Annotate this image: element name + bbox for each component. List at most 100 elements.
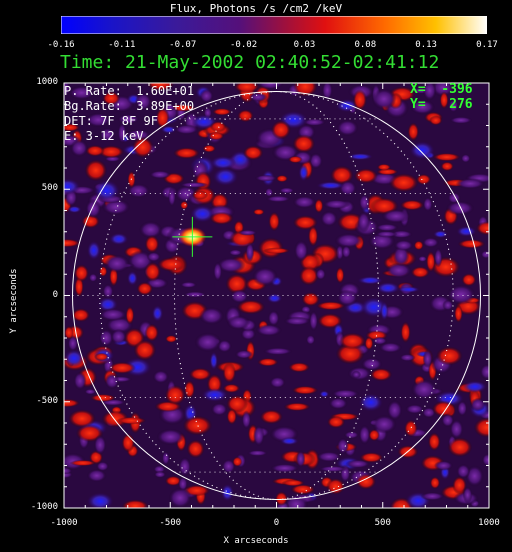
flux-blob: [434, 460, 454, 471]
flux-blob: [267, 310, 280, 327]
flux-blob: [237, 229, 258, 236]
flux-blob: [263, 247, 291, 254]
flux-blob: [256, 83, 284, 90]
flux-blob: [87, 240, 101, 260]
flux-blob: [371, 414, 397, 434]
solar-limb: [72, 91, 481, 500]
axis-ticks: [63, 82, 490, 509]
flux-blob: [369, 368, 393, 382]
flux-blob: [283, 316, 311, 326]
flux-blob: [404, 419, 418, 438]
flux-blob: [99, 127, 116, 142]
flux-blob: [470, 397, 486, 412]
flux-blob: [278, 187, 295, 194]
y-tick-label: 0: [52, 289, 58, 300]
flux-blob: [305, 334, 316, 345]
flux-blob: [299, 266, 319, 286]
y-tick-label: -1000: [30, 502, 58, 512]
flux-blob: [292, 195, 317, 209]
flux-blob: [70, 139, 89, 158]
flux-blob: [199, 88, 214, 103]
flux-blob: [291, 385, 319, 395]
flux-blob: [308, 225, 319, 247]
flux-blob: [255, 324, 283, 337]
flux-blob: [151, 305, 164, 322]
flux-blob: [388, 173, 419, 193]
flux-blob: [86, 492, 114, 508]
flux-blob: [336, 289, 359, 307]
flux-blob: [125, 306, 135, 325]
flux-blob: [64, 123, 80, 132]
flux-blob: [347, 153, 373, 161]
flux-blob: [212, 167, 239, 186]
flux-blob: [102, 283, 114, 299]
flux-blob: [320, 210, 338, 227]
flux-blob: [133, 339, 157, 361]
flux-blob: [85, 145, 105, 157]
flux-blob: [179, 281, 198, 288]
flux-blob: [448, 98, 459, 113]
flux-blob: [232, 456, 243, 467]
flux-blob: [144, 323, 159, 342]
flux-blob: [375, 230, 398, 238]
flux-blob: [283, 402, 311, 412]
flux-blob: [336, 437, 350, 455]
flux-blob: [353, 168, 378, 184]
flux-blob: [94, 352, 109, 361]
flux-blob: [352, 89, 367, 111]
flux-blob: [74, 264, 89, 282]
flux-blob: [157, 257, 187, 272]
flux-blob: [117, 114, 140, 125]
flux-blob: [456, 226, 477, 237]
flux-blob: [180, 200, 189, 210]
flux-blob: [442, 299, 454, 311]
flux-blob: [290, 484, 316, 495]
flux-blob: [110, 328, 127, 345]
flux-blob: [135, 92, 152, 111]
colorbar-tick-label: 0.08: [354, 40, 377, 50]
flux-blob: [152, 370, 169, 384]
flux-blob: [102, 91, 121, 106]
flux-blob: [475, 221, 489, 236]
flux-blob: [454, 304, 463, 323]
flux-blob: [165, 335, 178, 343]
flux-blob: [194, 332, 222, 353]
flux-blob: [248, 92, 268, 102]
flux-blob: [452, 476, 467, 495]
flux-blob: [178, 456, 192, 477]
flux-blob: [371, 88, 397, 110]
flux-blob: [85, 112, 111, 128]
x-tick-label: 500: [374, 518, 391, 528]
flux-blob: [98, 145, 125, 159]
flux-blob: [431, 83, 455, 97]
flux-blob: [447, 437, 473, 458]
flux-blob: [330, 165, 354, 185]
flux-blob: [316, 451, 342, 463]
flux-blob: [207, 131, 225, 141]
flux-blob: [153, 471, 167, 478]
flux-blob: [164, 384, 186, 406]
flux-blob: [393, 239, 414, 251]
flux-blob: [67, 205, 82, 213]
flux-blob: [295, 450, 306, 468]
flux-blob: [188, 367, 212, 381]
flux-blob: [357, 276, 383, 285]
flux-blob: [380, 301, 389, 321]
flux-blob: [252, 208, 265, 216]
source-crosshair[interactable]: [172, 216, 213, 257]
flux-blob: [416, 173, 432, 185]
flux-blob: [422, 196, 433, 212]
flux-blob: [301, 292, 320, 307]
colorbar-tick-label: 0.03: [293, 40, 316, 50]
flux-blob: [252, 266, 278, 287]
flux-blob: [173, 147, 200, 159]
time-label: Time: 21-May-2002 02:40:52-02:41:12: [60, 52, 440, 73]
flux-blob: [334, 233, 363, 248]
flux-blob: [462, 380, 487, 393]
flux-blob: [109, 232, 129, 246]
flux-blob: [144, 235, 160, 254]
flux-blob: [316, 301, 346, 311]
flux-blob: [202, 144, 216, 153]
flux-blob: [131, 136, 154, 158]
